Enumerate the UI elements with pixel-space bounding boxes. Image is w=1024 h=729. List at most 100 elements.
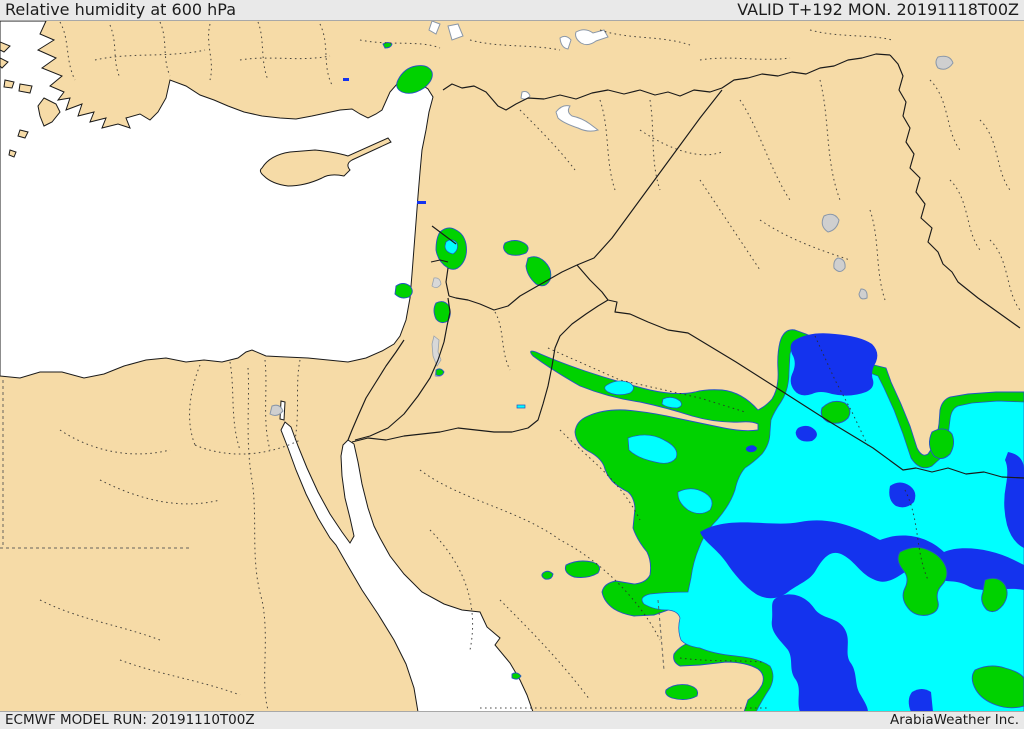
admin-border [759, 219, 851, 261]
border-lebanon-syria [431, 225, 457, 245]
lake [447, 23, 464, 41]
border-iraq-saudi [607, 299, 1024, 479]
admin-border [649, 99, 661, 191]
humidity-green-spot [541, 570, 554, 580]
humidity-green-levant [503, 240, 529, 256]
admin-border [159, 21, 171, 77]
country-borders-layer [347, 53, 1024, 479]
map-title: Relative humidity at 600 hPa [5, 0, 237, 19]
cyprus-island [259, 137, 392, 187]
admin-border [429, 529, 474, 651]
salt-lake [858, 288, 868, 300]
humidity-blue-right-edge [1004, 452, 1024, 548]
lake-tuz [559, 35, 572, 50]
humidity-cyan-lens [661, 397, 682, 409]
admin-border [699, 179, 761, 271]
admin-border [189, 364, 201, 446]
admin-border-nile [247, 367, 269, 711]
humidity-blue-core [790, 333, 878, 396]
humidity-green-spot [435, 368, 445, 377]
admin-border [94, 49, 206, 61]
humidity-blue-spot [889, 482, 916, 508]
humidity-green-spot [511, 672, 522, 680]
footer-bar: ECMWF MODEL RUN: 20191110T00Z ArabiaWeat… [0, 711, 1024, 729]
admin-border [599, 29, 691, 46]
humidity-cyan-lens [627, 434, 678, 464]
lake [428, 20, 441, 35]
humidity-green-levant [525, 256, 552, 287]
mediterranean-sea [0, 20, 434, 379]
border-syria-jordan [448, 264, 578, 311]
humidity-blue-spot [745, 445, 757, 453]
admin-borders-layer [0, 21, 1021, 711]
admin-border [294, 359, 301, 441]
lake [575, 29, 609, 46]
humidity-green-islet [897, 547, 948, 616]
border-israel-lebanon [430, 259, 449, 263]
admin-border [699, 57, 791, 61]
aegean-island [0, 41, 11, 53]
humidity-cyan-lens [604, 380, 634, 396]
admin-border [869, 209, 886, 301]
border-syria-iraq [576, 89, 723, 266]
border-golan [445, 267, 450, 297]
humidity-green-spot [564, 560, 600, 578]
border-jordan-valley [443, 297, 451, 343]
admin-border [119, 659, 241, 696]
humidity-green-islet [981, 577, 1008, 613]
humidity-blue-dash [343, 78, 349, 81]
salt-lake [935, 55, 954, 70]
humidity-cyan-lens [677, 488, 713, 514]
humidity-green-islet [665, 684, 699, 701]
aegean-island [8, 149, 17, 158]
sea-of-galilee [431, 277, 442, 288]
valid-time-label: VALID T+192 MON. 20191118T00Z [737, 0, 1019, 19]
aegean-island [17, 129, 29, 139]
lakes-layer [269, 20, 954, 416]
humidity-blue-dash [417, 201, 426, 204]
humidity-blue-spot [908, 689, 933, 712]
border-jordan-saudi [351, 299, 609, 443]
border-israel-egypt [347, 339, 405, 441]
salt-lake-urmia [821, 213, 840, 233]
humidity-blue-spot [795, 425, 817, 442]
admin-border [109, 24, 121, 79]
admin-border [264, 359, 271, 451]
humidity-cyan-dash [516, 404, 526, 409]
lake-van [555, 105, 600, 132]
admin-border [59, 429, 171, 455]
humidity-green-coast [394, 283, 413, 299]
admin-border [559, 429, 641, 521]
border-iran-iraq [889, 54, 1021, 329]
admin-border [99, 479, 221, 505]
admin-border [599, 99, 616, 191]
admin-border [639, 129, 723, 156]
admin-border [819, 79, 841, 201]
admin-border [739, 99, 791, 201]
aegean-island [18, 83, 33, 94]
rhodes-island [37, 97, 61, 127]
border-turkey-syria [442, 53, 891, 111]
aegean-island [0, 57, 9, 69]
border-israel-jordan-arava [354, 341, 445, 441]
humidity-green-corner [971, 665, 1024, 709]
admin-border [239, 55, 331, 61]
header-bar: Relative humidity at 600 hPa VALID T+192… [0, 0, 1024, 21]
humidity-layer [343, 42, 1024, 713]
humidity-green-hatay [396, 65, 433, 94]
admin-border [809, 29, 893, 41]
admin-border [814, 335, 869, 447]
lake [520, 91, 531, 100]
model-run-label: ECMWF MODEL RUN: 20191110T00Z [5, 711, 255, 728]
humidity-green-islet [929, 428, 955, 459]
sea-layer [0, 20, 534, 713]
salt-lake [833, 257, 846, 272]
admin-border [469, 39, 561, 51]
admin-border [319, 23, 333, 86]
red-sea [280, 421, 534, 713]
humidity-green-islet [820, 400, 851, 424]
brand-label: ArabiaWeather Inc. [889, 711, 1019, 728]
admin-border [208, 23, 212, 81]
